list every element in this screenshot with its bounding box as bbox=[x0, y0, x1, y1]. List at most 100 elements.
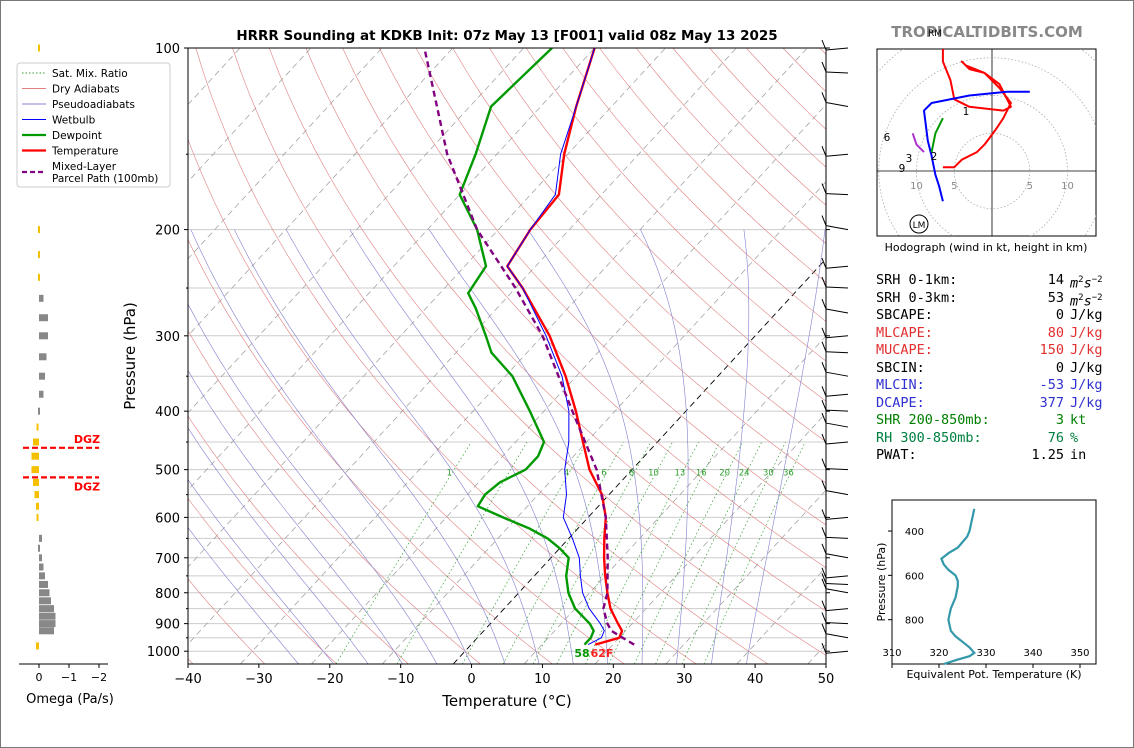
param-value: 0 bbox=[1055, 307, 1064, 323]
hodograph-labels: 10 5 5 10 1 2 3 6 9 LM RM bbox=[884, 29, 1074, 234]
omega-bar bbox=[39, 612, 56, 620]
wind-barb-flag bbox=[821, 578, 827, 589]
wind-barb-staff bbox=[825, 516, 849, 520]
mixing-ratio-line bbox=[396, 441, 528, 664]
mixing-ratio-line bbox=[633, 441, 743, 664]
param-value: 0 bbox=[1055, 359, 1064, 376]
omega-x-tick-label: −1 bbox=[61, 671, 77, 684]
param-value: 53 bbox=[1047, 289, 1064, 306]
omega-bar bbox=[39, 572, 45, 580]
wind-barb-staff bbox=[825, 335, 849, 339]
wind-barb-staff bbox=[825, 490, 849, 496]
param-row: MUCAPE: 150 J/kg bbox=[876, 342, 1106, 360]
pseudoadiabat bbox=[746, 229, 826, 664]
wind-barb-flag bbox=[821, 341, 827, 352]
watermark: TROPICALTIDBITS.COM bbox=[891, 23, 1083, 41]
param-value: 3 bbox=[1055, 412, 1064, 428]
theta-e-y-tick-label: 800 bbox=[905, 616, 924, 627]
legend-label: Pseudoadiabats bbox=[52, 99, 135, 111]
omega-bar bbox=[39, 314, 48, 322]
param-unit: in bbox=[1070, 447, 1087, 463]
omega-bar bbox=[31, 466, 39, 474]
legend-label: Dewpoint bbox=[52, 130, 102, 142]
dry-adiabat bbox=[415, 48, 826, 484]
param-row: MLCIN: -53 J/kg bbox=[876, 377, 1106, 395]
omega-bar bbox=[33, 438, 39, 446]
series-temperature bbox=[506, 48, 624, 646]
omega-bar bbox=[39, 627, 54, 635]
mixing-ratio-label: 13 bbox=[674, 468, 685, 478]
param-row: RH 300-850mb: 76% bbox=[876, 430, 1106, 448]
param-label: SHR 200-850mb: bbox=[876, 412, 990, 428]
hodograph-ring bbox=[878, 57, 1096, 236]
wind-barbs bbox=[821, 39, 849, 654]
wind-barb-staff bbox=[825, 422, 849, 428]
x-tick-label: 0 bbox=[467, 672, 475, 687]
mixing-ratio-line bbox=[655, 441, 763, 664]
param-unit: J/kg bbox=[1070, 394, 1103, 411]
y-tick-label: 400 bbox=[155, 405, 180, 420]
wind-barb-flag bbox=[821, 623, 827, 634]
param-row: SBCIN: 0 J/kg bbox=[876, 360, 1106, 378]
hodograph-ring-label: 10 bbox=[910, 181, 923, 192]
wind-barb-staff bbox=[825, 371, 849, 377]
mixing-ratio-label: 20 bbox=[719, 468, 730, 478]
theta-e-x-tick-label: 310 bbox=[882, 648, 901, 659]
y-tick-label: 100 bbox=[155, 42, 180, 57]
param-row: SHR 200-850mb: 3 kt bbox=[876, 412, 1106, 430]
omega-axes: 0 −1 −2 DGZ DGZ bbox=[19, 433, 108, 684]
omega-bar bbox=[31, 452, 39, 460]
mixing-ratio-label: 4 bbox=[564, 468, 569, 478]
y-tick-label: 900 bbox=[155, 618, 180, 633]
pseudoadiabat bbox=[188, 303, 438, 664]
omega-bar bbox=[39, 589, 50, 597]
param-unit: J/kg bbox=[1070, 342, 1103, 358]
omega-bar bbox=[39, 390, 44, 398]
legend-box bbox=[16, 62, 171, 188]
wind-barb-flag bbox=[821, 298, 827, 310]
skewt-plot: 1 4 6 8 10 13 16 20 24 30 36 100200300400500600700… bbox=[121, 39, 849, 710]
hodograph-trace bbox=[923, 90, 1030, 202]
wind-barb-staff bbox=[825, 193, 849, 196]
mixing-ratio-line bbox=[556, 441, 673, 664]
legend-label: Wetbulb bbox=[52, 115, 96, 127]
omega-bar bbox=[38, 44, 40, 52]
wind-barb-staff bbox=[825, 608, 849, 612]
wind-barb-flag bbox=[821, 612, 827, 623]
param-value: 76 bbox=[1047, 429, 1064, 446]
skewt-series bbox=[423, 48, 635, 646]
mixing-ratio-label: 36 bbox=[783, 468, 794, 478]
pseudoadiabat bbox=[188, 427, 369, 664]
wind-barb-staff bbox=[825, 393, 849, 397]
omega-bar bbox=[39, 554, 42, 562]
wind-barb-flag bbox=[821, 600, 827, 611]
param-value: -53 bbox=[1039, 377, 1064, 393]
wind-barb-flag bbox=[821, 527, 827, 538]
omega-bar bbox=[39, 563, 44, 571]
wind-barb-staff bbox=[825, 441, 849, 445]
legend-label: Dry Adiabats bbox=[52, 84, 120, 96]
hodograph-height-label: 6 bbox=[884, 132, 891, 144]
mixing-ratio-label: 10 bbox=[648, 468, 659, 478]
hodograph: 10 5 5 10 1 2 3 6 9 LM RM Hodograph (wind in kt, h… bbox=[876, 29, 1097, 254]
param-value: 150 bbox=[1039, 342, 1064, 358]
hodograph-trace bbox=[911, 132, 925, 153]
legend-items: Sat. Mix. Ratio Dry Adiabats Pseudoadiabat… bbox=[22, 68, 158, 185]
wind-barb-flag bbox=[821, 412, 827, 424]
surface-dewpoint-label: 58 bbox=[574, 647, 589, 660]
legend: Sat. Mix. Ratio Dry Adiabats Pseudoadiabat… bbox=[16, 62, 171, 188]
theta-e-x-tick-label: 340 bbox=[1023, 648, 1042, 659]
omega-bar bbox=[39, 580, 48, 588]
param-unit: J/kg bbox=[1070, 307, 1103, 323]
hodograph-frame bbox=[876, 48, 1097, 237]
wind-barb-flag bbox=[821, 567, 827, 579]
omega-bar bbox=[39, 372, 45, 380]
skewt-ylabel: Pressure (hPa) bbox=[121, 302, 139, 410]
wind-barb-flag bbox=[821, 386, 827, 397]
param-label: SRH 0-1km: bbox=[876, 272, 958, 288]
omega-bar bbox=[39, 620, 56, 628]
theta-e-plot: 310 320 330 340 350 400 600 800 Equivalent Pot.… bbox=[875, 499, 1097, 681]
dry-adiabat bbox=[268, 48, 826, 656]
param-row: SRH 0-3km: 53 m2s−2 bbox=[876, 289, 1106, 310]
wind-barb-staff bbox=[825, 468, 849, 471]
